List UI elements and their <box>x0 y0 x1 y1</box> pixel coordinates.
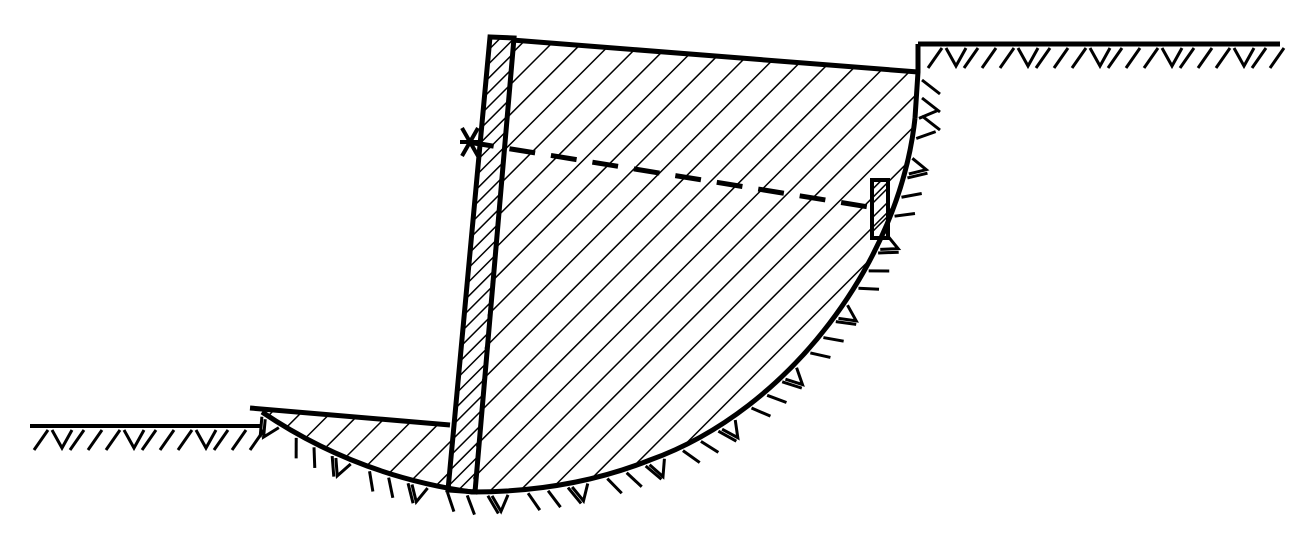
anchor-tie <box>467 139 876 211</box>
soil-hatching-ground-left <box>32 429 266 452</box>
excavation-face <box>912 44 921 119</box>
soil-hatching-slip-surface <box>258 78 941 516</box>
toe-wedge-top-edge <box>249 405 451 428</box>
slip-surface <box>260 117 918 495</box>
anchor-head-icon <box>460 127 482 157</box>
wedge-top-edge <box>511 37 919 75</box>
soil-hatching-ground-right <box>926 47 1286 70</box>
anchor-plate <box>870 178 890 240</box>
